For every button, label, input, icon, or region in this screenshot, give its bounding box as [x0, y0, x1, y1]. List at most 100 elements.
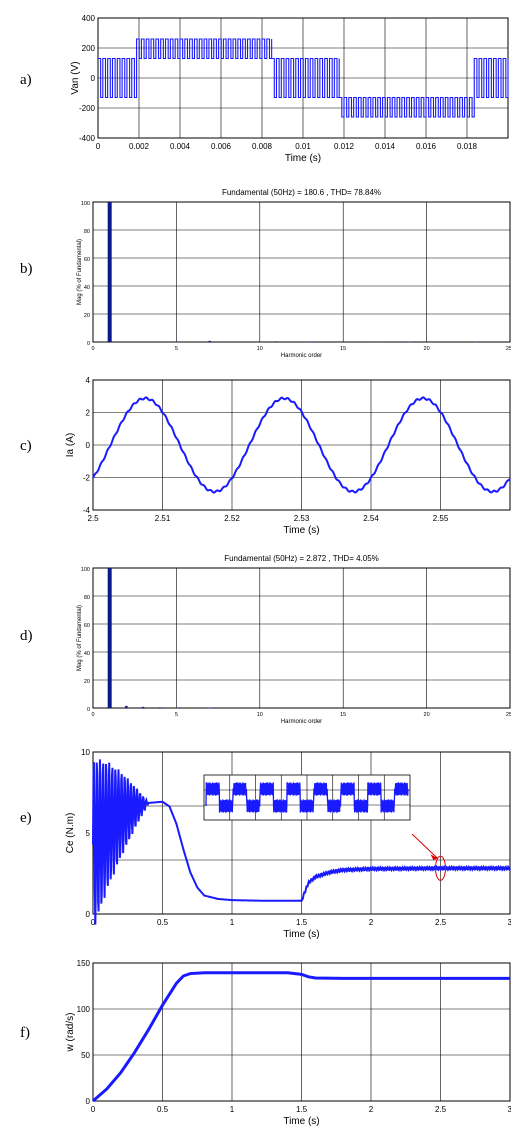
- x-tick-c-0: 2.5: [87, 514, 99, 523]
- y-tick-b-4: 20: [84, 313, 90, 319]
- x-tick-a-6: 0.012: [334, 142, 355, 151]
- x-tick-d-1: 5: [175, 712, 178, 718]
- bar-b-0: [107, 202, 112, 342]
- bar-b-3: [275, 341, 278, 343]
- bar-d-1: [125, 705, 128, 708]
- y-tick-a-2: 0: [91, 74, 96, 83]
- plot-frame-c: [92, 379, 511, 511]
- y-tick-d-0: 100: [81, 567, 90, 573]
- series-ia: [92, 396, 511, 494]
- x-tick-e-0: 0: [91, 918, 96, 927]
- zoom-marker-arrow: [411, 833, 438, 859]
- x-tick-a-0: 0: [96, 142, 101, 151]
- x-axis-label-f: Time (s): [283, 1116, 319, 1127]
- y-tick-d-4: 20: [84, 679, 90, 685]
- bar-d-2: [141, 706, 145, 708]
- x-tick-a-1: 0.002: [129, 142, 150, 151]
- x-tick-e-3: 1.5: [296, 918, 308, 927]
- y-tick-d-5: 0: [87, 707, 90, 713]
- x-tick-f-0: 0: [91, 1105, 96, 1114]
- x-tick-f-6: 3: [508, 1105, 511, 1114]
- x-tick-d-3: 15: [340, 712, 346, 718]
- panel-label-e: e): [20, 810, 32, 826]
- x-axis-label-e: Time (s): [283, 929, 319, 940]
- bar-d-3: [158, 707, 161, 709]
- chart-e: e) 0 0.5 1 1.5 2 2.5 3 10 5 0 Time (s) Ce (N.m): [20, 748, 511, 940]
- y-tick-c-2: 0: [86, 441, 91, 450]
- inset-series-ce-zoom: [205, 781, 409, 814]
- zoom-marker-arrowhead: [430, 854, 438, 861]
- y-tick-b-0: 100: [81, 201, 90, 207]
- y-tick-a-0: 400: [82, 14, 96, 23]
- y-tick-f-3: 0: [86, 1097, 91, 1106]
- bar-b-5: [375, 341, 378, 343]
- chart-a: a) 0 0.002 0.004 0.006 0.008 0.01 0.012 0.014 0.0…: [20, 14, 509, 164]
- x-tick-f-3: 1.5: [296, 1105, 308, 1114]
- y-tick-e-2: 0: [86, 910, 91, 919]
- panel-label-d: d): [20, 628, 33, 644]
- bar-d-0: [107, 568, 112, 708]
- x-tick-b-4: 20: [424, 346, 430, 352]
- chart-f: f) 0 0.5 1 1.5 2 2.5 3 150 100 50 0 Time (s) w (rad/s…: [20, 959, 511, 1127]
- y-tick-c-0: 4: [86, 376, 91, 385]
- x-tick-a-3: 0.006: [211, 142, 232, 151]
- plot-frame-b: [92, 201, 511, 343]
- bar-b-2: [208, 340, 212, 342]
- x-tick-e-4: 2: [369, 918, 374, 927]
- x-axis-label-a: Time (s): [285, 153, 321, 164]
- x-tick-b-2: 10: [257, 346, 263, 352]
- x-tick-a-2: 0.004: [170, 142, 191, 151]
- y-axis-label-b: Mag (% of Fundamental): [77, 239, 83, 305]
- x-tick-f-5: 2.5: [435, 1105, 447, 1114]
- y-tick-b-3: 40: [84, 285, 90, 291]
- panel-label-c: c): [20, 438, 32, 454]
- x-tick-f-1: 0.5: [157, 1105, 169, 1114]
- y-axis-label-f: w (rad/s): [65, 1013, 76, 1053]
- x-tick-c-1: 2.51: [155, 514, 171, 523]
- y-tick-b-5: 0: [87, 341, 90, 347]
- y-tick-a-1: 200: [82, 44, 96, 53]
- x-tick-c-4: 2.54: [363, 514, 379, 523]
- x-axis-label-c: Time (s): [283, 525, 319, 536]
- bar-b-6: [408, 341, 412, 343]
- x-tick-b-1: 5: [175, 346, 178, 352]
- series-ce: [92, 759, 511, 925]
- y-tick-d-2: 60: [84, 623, 90, 629]
- x-tick-a-5: 0.01: [295, 142, 311, 151]
- x-axis-label-d: Harmonic order: [281, 719, 322, 725]
- x-tick-d-4: 20: [424, 712, 430, 718]
- bar-b-4: [308, 341, 312, 343]
- x-tick-c-5: 2.55: [433, 514, 449, 523]
- y-tick-c-1: 2: [86, 409, 91, 418]
- bar-d-4: [175, 707, 178, 709]
- y-axis-label-e: Ce (N.m): [65, 813, 76, 854]
- x-tick-b-3: 15: [340, 346, 346, 352]
- x-tick-d-2: 10: [257, 712, 263, 718]
- x-tick-e-2: 1: [230, 918, 235, 927]
- x-tick-d-5: 25: [506, 712, 511, 718]
- y-tick-a-4: -400: [79, 134, 96, 143]
- bar-b-7: [475, 341, 478, 343]
- x-tick-c-3: 2.53: [294, 514, 310, 523]
- bar-d-5: [208, 707, 212, 709]
- y-axis-label-d: Mag (% of Fundamental): [77, 605, 83, 671]
- bar-b-1: [175, 341, 178, 343]
- y-tick-f-0: 150: [77, 959, 91, 968]
- y-tick-c-4: -4: [83, 506, 91, 515]
- y-tick-f-1: 100: [77, 1005, 91, 1014]
- y-axis-label-c: Ia (A): [65, 433, 76, 457]
- chart-b: b) 0 5 10 15 20 25 100 80 60 40 20 0 Harmonic order Ma…: [20, 188, 511, 359]
- chart-d: d) 0 5 10 15 20 25 100 80 60 40 20 0 Harmonic order Ma…: [20, 554, 511, 725]
- y-tick-e-0: 10: [81, 748, 90, 757]
- y-axis-label-a: Van (V): [70, 61, 81, 94]
- y-tick-c-3: -2: [83, 474, 91, 483]
- x-tick-a-4: 0.008: [252, 142, 273, 151]
- y-tick-e-1: 5: [86, 829, 91, 838]
- x-axis-label-b: Harmonic order: [281, 353, 322, 359]
- x-tick-a-7: 0.014: [375, 142, 396, 151]
- y-tick-a-3: -200: [79, 104, 96, 113]
- x-tick-d-0: 0: [91, 712, 94, 718]
- x-tick-e-5: 2.5: [435, 918, 447, 927]
- panel-label-f: f): [20, 1025, 30, 1041]
